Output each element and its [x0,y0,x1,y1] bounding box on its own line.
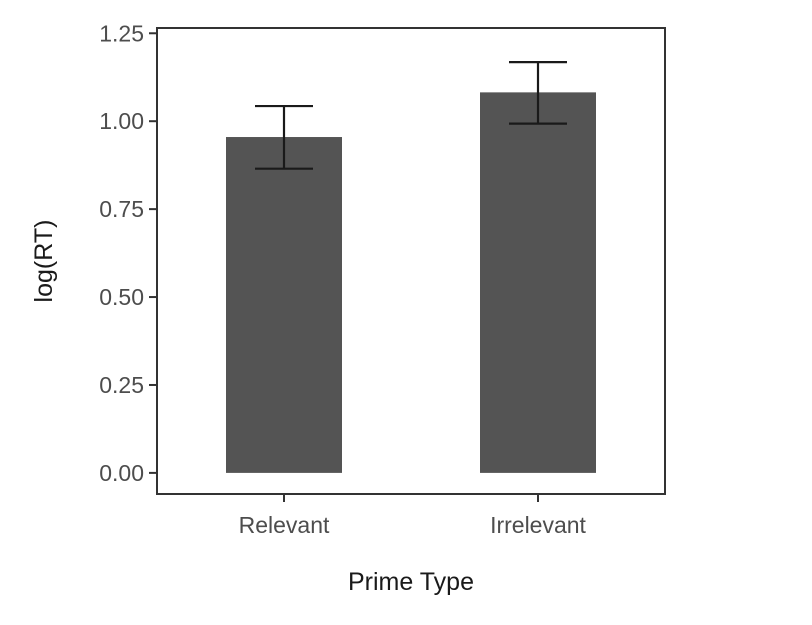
bar [226,137,342,473]
y-tick-label: 0.75 [99,196,144,222]
x-tick-label: Irrelevant [490,512,586,538]
plot-panel-border [156,27,666,495]
y-axis-title: log(RT) [30,220,58,303]
y-tick-label: 0.50 [99,284,144,310]
y-axis: 0.00 0.25 0.50 0.75 1.00 1.25 [99,20,157,486]
y-tick-label: 1.25 [99,20,144,46]
x-tick-label: Relevant [239,512,330,538]
y-tick-label: 1.00 [99,108,144,134]
y-tick-label: 0.25 [99,372,144,398]
x-axis-title: Prime Type [348,568,474,596]
x-axis: Relevant Irrelevant [239,494,587,538]
y-tick-label: 0.00 [99,460,144,486]
bar [480,92,596,473]
plot-marks [226,61,596,473]
